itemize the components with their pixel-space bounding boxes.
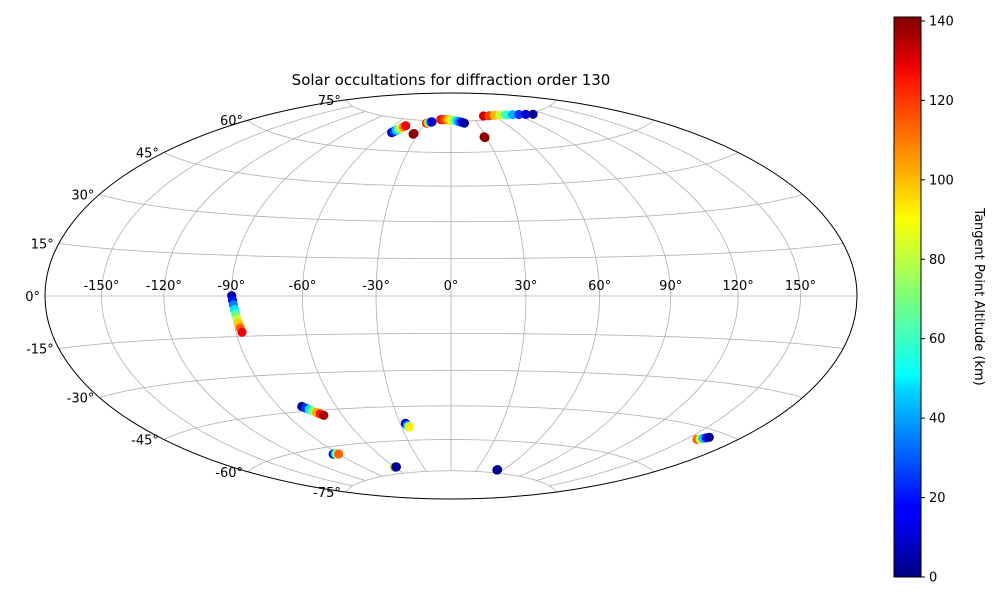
longitude-tick-label: -150° xyxy=(83,279,119,294)
colorbar-tick-label: 60 xyxy=(929,332,946,347)
data-point xyxy=(319,410,329,420)
data-point xyxy=(401,121,411,131)
data-point xyxy=(427,117,437,127)
longitude-tick-label: 150° xyxy=(785,279,816,294)
longitude-tick-label: -90° xyxy=(217,279,245,294)
longitude-tick-label: -120° xyxy=(146,279,182,294)
occultation-points xyxy=(227,109,714,475)
longitude-tick-label: 30° xyxy=(514,279,537,294)
data-point xyxy=(528,109,538,119)
data-point xyxy=(521,109,531,119)
colorbar-tick-label: 140 xyxy=(929,15,954,30)
meridian-gridline xyxy=(536,111,739,481)
graticule xyxy=(45,99,857,493)
meridian-gridline xyxy=(475,120,527,472)
longitude-tick-label: 120° xyxy=(722,279,753,294)
data-point xyxy=(492,465,502,475)
latitude-tick-label: -75° xyxy=(313,486,341,501)
meridian-gridline xyxy=(549,105,801,487)
data-point xyxy=(704,432,714,442)
colorbar-tick-label: 20 xyxy=(929,491,946,506)
data-point xyxy=(514,109,524,120)
latitude-tick-label: -60° xyxy=(215,466,243,481)
latitude-tick-label: -15° xyxy=(26,343,54,358)
meridian-gridline xyxy=(375,120,427,472)
data-point xyxy=(459,118,469,128)
data-point xyxy=(391,462,401,472)
longitude-tick-label: 60° xyxy=(588,279,611,294)
longitude-tick-label: -30° xyxy=(362,279,390,294)
longitude-tick-label: 90° xyxy=(659,279,682,294)
colorbar-tick-label: 0 xyxy=(929,571,937,586)
colorbar: 0 20 40 60 80 100 120 140 Tangent Point Altitud… xyxy=(893,15,986,586)
colorbar-tick-label: 120 xyxy=(929,94,954,109)
meridian-gridline xyxy=(498,118,601,474)
latitude-tick-label: 75° xyxy=(318,94,341,109)
longitude-tick-label: -60° xyxy=(289,279,317,294)
data-point xyxy=(404,422,414,432)
latitude-tick-label: 45° xyxy=(136,147,159,162)
latitude-tick-labels: 75° 60° 45° 30° 15° 0° -15° -30° -45° -60° -75° xyxy=(25,94,341,501)
latitude-tick-label: -30° xyxy=(67,392,95,407)
colorbar-label: Tangent Point Altitude (km) xyxy=(971,207,986,385)
colorbar-ticks: 0 20 40 60 80 100 120 140 xyxy=(921,15,954,586)
colorbar-tick-label: 100 xyxy=(929,173,954,188)
latitude-tick-label: -45° xyxy=(131,434,159,449)
meridian-gridline xyxy=(163,111,366,481)
colorbar-gradient xyxy=(893,16,922,578)
data-point xyxy=(507,110,517,120)
colorbar-tick-label: 80 xyxy=(929,253,946,268)
colorbar-tick-label: 40 xyxy=(929,412,946,427)
meridian-gridline xyxy=(519,115,672,477)
data-point xyxy=(501,110,511,120)
latitude-tick-label: 60° xyxy=(220,114,243,129)
longitude-tick-label: 0° xyxy=(444,279,459,294)
latitude-tick-label: 15° xyxy=(31,238,54,253)
chart-title: Solar occultations for diffraction order… xyxy=(292,71,611,89)
map-boundary xyxy=(44,92,858,500)
latitude-tick-label: 0° xyxy=(25,290,40,305)
data-point xyxy=(479,132,489,142)
latitude-tick-label: 30° xyxy=(71,189,94,204)
data-point xyxy=(334,449,344,459)
longitude-tick-labels: -150° -120° -90° -60° -30° 0° 30° 60° 90° 120° 150… xyxy=(83,279,816,294)
data-point xyxy=(237,327,247,337)
meridian-gridline xyxy=(301,118,404,474)
meridian-gridline xyxy=(101,105,353,487)
data-point xyxy=(409,128,419,139)
